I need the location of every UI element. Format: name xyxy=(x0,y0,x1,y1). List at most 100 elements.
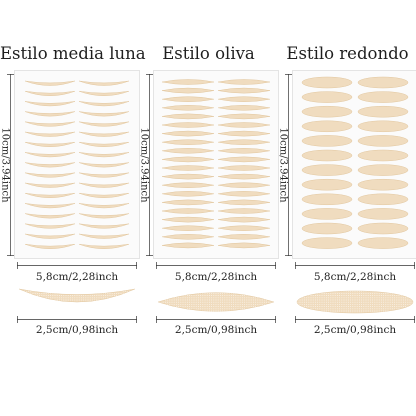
sticker xyxy=(357,178,409,191)
sticker xyxy=(357,91,409,103)
panel-redondo: Estilo redondo 10cm/3.94inch 5,8cm/2,28i… xyxy=(278,0,416,416)
width-label: 5,8cm/2,28inch xyxy=(35,271,119,283)
sticker xyxy=(217,130,271,137)
height-label: 10cm/3.94inch xyxy=(277,127,289,203)
sticker xyxy=(217,191,271,197)
sticker-sheet xyxy=(292,70,416,259)
sticker xyxy=(301,222,353,235)
sticker xyxy=(161,242,215,249)
sticker xyxy=(217,105,271,111)
sticker xyxy=(24,182,76,188)
sticker xyxy=(78,131,130,137)
sticker-closeup xyxy=(18,288,136,303)
sticker xyxy=(161,182,215,188)
sticker xyxy=(24,213,76,219)
sticker xyxy=(78,192,130,198)
sticker xyxy=(217,156,271,163)
sticker xyxy=(161,156,215,163)
height-dimension-line xyxy=(285,74,292,256)
sticker xyxy=(24,172,76,178)
sticker xyxy=(301,164,353,176)
sticker-sheet xyxy=(153,70,279,259)
sticker xyxy=(78,233,130,239)
sticker xyxy=(217,113,271,120)
sticker xyxy=(217,242,271,249)
sticker xyxy=(161,96,215,102)
sticker xyxy=(161,79,215,85)
sticker xyxy=(78,182,130,188)
sticker xyxy=(161,208,215,214)
width-dimension-line xyxy=(17,262,137,269)
sticker xyxy=(161,113,215,120)
sticker xyxy=(217,96,271,102)
sticker xyxy=(357,135,409,147)
sticker xyxy=(217,139,271,145)
sticker xyxy=(24,121,76,127)
height-label: 10cm/3.94inch xyxy=(138,127,150,203)
sticker-grid xyxy=(301,76,409,249)
sticker xyxy=(24,233,76,239)
sticker-size-label: 2,5cm/0,98inch xyxy=(313,324,397,336)
panel-title: Estilo redondo xyxy=(286,44,409,63)
sticker xyxy=(301,208,353,220)
sticker xyxy=(357,105,409,118)
sticker xyxy=(24,243,76,249)
sticker-size-line xyxy=(156,316,276,323)
sticker xyxy=(161,199,215,206)
panel-title: Estilo oliva xyxy=(162,44,255,63)
height-label: 10cm/3.94inch xyxy=(0,127,11,203)
sticker xyxy=(217,234,271,240)
sticker-grid xyxy=(161,79,271,249)
sticker xyxy=(301,237,353,249)
sticker xyxy=(78,111,130,117)
width-dimension-line xyxy=(156,262,276,269)
width-label: 5,8cm/2,28inch xyxy=(174,271,258,283)
sticker xyxy=(78,121,130,127)
sticker xyxy=(301,76,353,89)
sticker-size-line xyxy=(17,316,137,323)
sticker xyxy=(217,148,271,154)
sticker xyxy=(161,173,215,180)
sticker xyxy=(217,173,271,180)
sticker xyxy=(357,222,409,235)
sticker xyxy=(161,139,215,145)
sticker xyxy=(301,193,353,206)
sticker xyxy=(78,141,130,147)
sticker-size-label: 2,5cm/0,98inch xyxy=(174,324,258,336)
width-dimension-line xyxy=(295,262,415,269)
sticker xyxy=(78,223,130,229)
sticker xyxy=(217,122,271,128)
height-dimension-line xyxy=(146,74,153,256)
sticker xyxy=(301,178,353,191)
sticker xyxy=(78,90,130,96)
sticker xyxy=(78,162,130,168)
sticker xyxy=(161,87,215,94)
sticker xyxy=(24,203,76,209)
sticker xyxy=(357,237,409,249)
sticker xyxy=(161,225,215,231)
sticker-closeup xyxy=(157,292,275,312)
sticker xyxy=(24,152,76,158)
sticker xyxy=(24,131,76,137)
sticker xyxy=(217,87,271,94)
sticker xyxy=(301,120,353,133)
sticker xyxy=(357,193,409,206)
width-label: 5,8cm/2,28inch xyxy=(313,271,397,283)
sticker xyxy=(24,111,76,117)
sticker xyxy=(24,141,76,147)
panel-media-luna: Estilo media luna 10cm/3.94inch 5,8cm/2,… xyxy=(0,0,146,416)
sticker xyxy=(357,164,409,176)
sticker xyxy=(301,135,353,147)
sticker xyxy=(78,243,130,249)
sticker xyxy=(161,148,215,154)
sticker xyxy=(24,90,76,96)
sticker xyxy=(217,182,271,188)
sticker xyxy=(24,223,76,229)
sticker-size-line xyxy=(295,316,415,323)
sticker-size-label: 2,5cm/0,98inch xyxy=(35,324,119,336)
sticker xyxy=(24,192,76,198)
sticker xyxy=(301,91,353,103)
sticker xyxy=(24,162,76,168)
sticker xyxy=(161,122,215,128)
